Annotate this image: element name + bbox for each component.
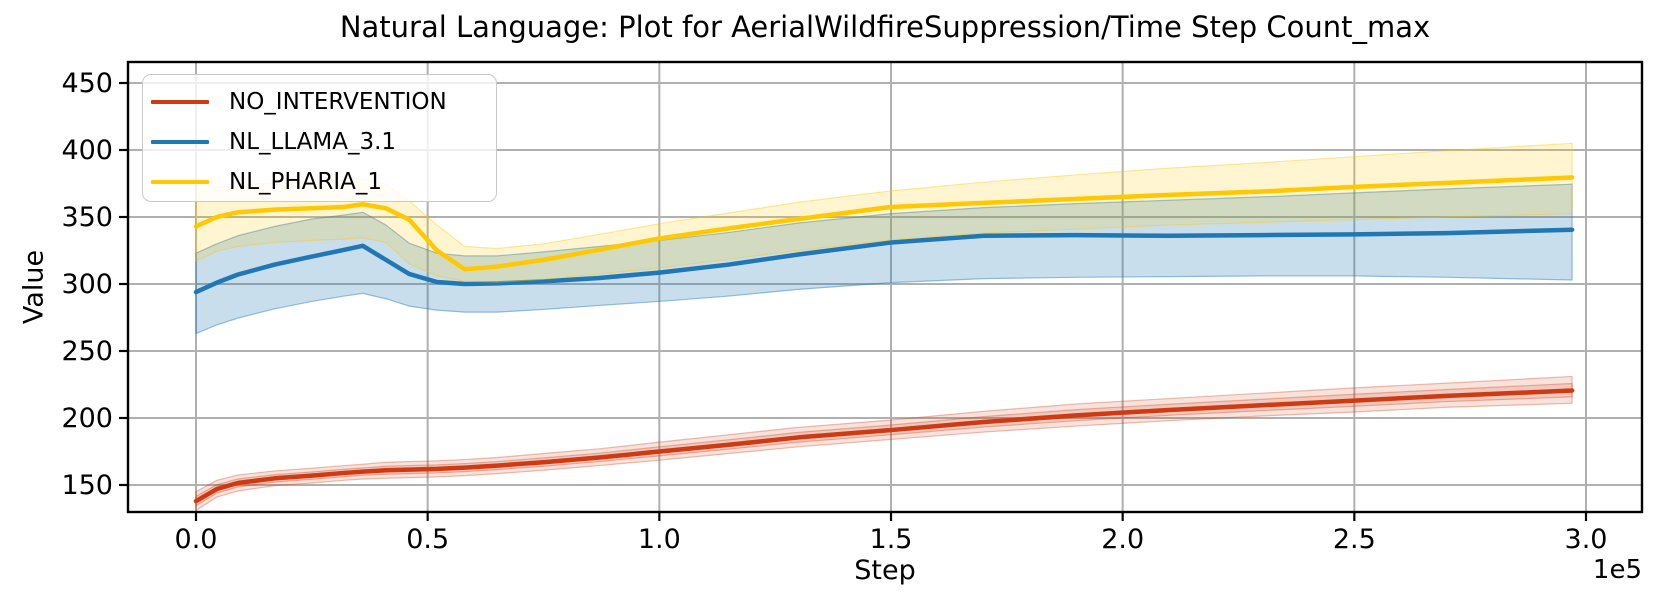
legend-item-nl-pharia: NL_PHARIA_1 [151,162,496,202]
legend-line-swatch-icon [151,99,209,105]
chart-title: Natural Language: Plot for AerialWildfir… [339,10,1431,44]
x-axis-label: Step [854,555,916,586]
x-tick-label: 1.0 [638,524,681,555]
y-axis-label: Value [18,249,50,325]
x-tick-label: 0.5 [406,524,449,555]
axes-frame [126,60,1644,514]
legend-line-swatch-icon [151,179,209,185]
y-tick-label: 300 [61,269,113,300]
y-tick-label: 200 [61,403,113,434]
legend-item-no-intervention: NO_INTERVENTION [151,82,496,122]
y-tick-label: 450 [61,68,113,99]
x-tick-label: 3.0 [1565,524,1608,555]
y-tick-label: 400 [61,135,113,166]
legend-label: NO_INTERVENTION [229,88,447,115]
x-axis-offset-label: 1e5 [1592,555,1642,585]
y-tick-label: 350 [61,202,113,233]
series-band-NO_INTERVENTION [195,375,1573,512]
series-band-NL_PHARIA_1 [195,142,1573,283]
legend-line-swatch-icon [151,139,209,145]
legend-item-nl-llama: NL_LLAMA_3.1 [151,122,496,162]
series-band-NL_LLAMA_3.1 [195,183,1573,335]
x-tick-label: 0.0 [175,524,218,555]
x-tick-label: 1.5 [870,524,913,555]
y-tick-label: 150 [61,470,113,501]
series-line-NL_PHARIA_1 [193,175,1575,272]
x-tick-label: 2.5 [1333,524,1376,555]
series-line-NL_LLAMA_3.1 [193,227,1575,295]
legend-label: NL_LLAMA_3.1 [229,128,397,155]
legend: NO_INTERVENTION NL_LLAMA_3.1 NL_PHARIA_1 [142,74,497,202]
series-line-NO_INTERVENTION [193,388,1575,504]
y-tick-label: 250 [61,336,113,367]
legend-label: NL_PHARIA_1 [229,168,383,195]
x-tick-label: 2.0 [1101,524,1144,555]
